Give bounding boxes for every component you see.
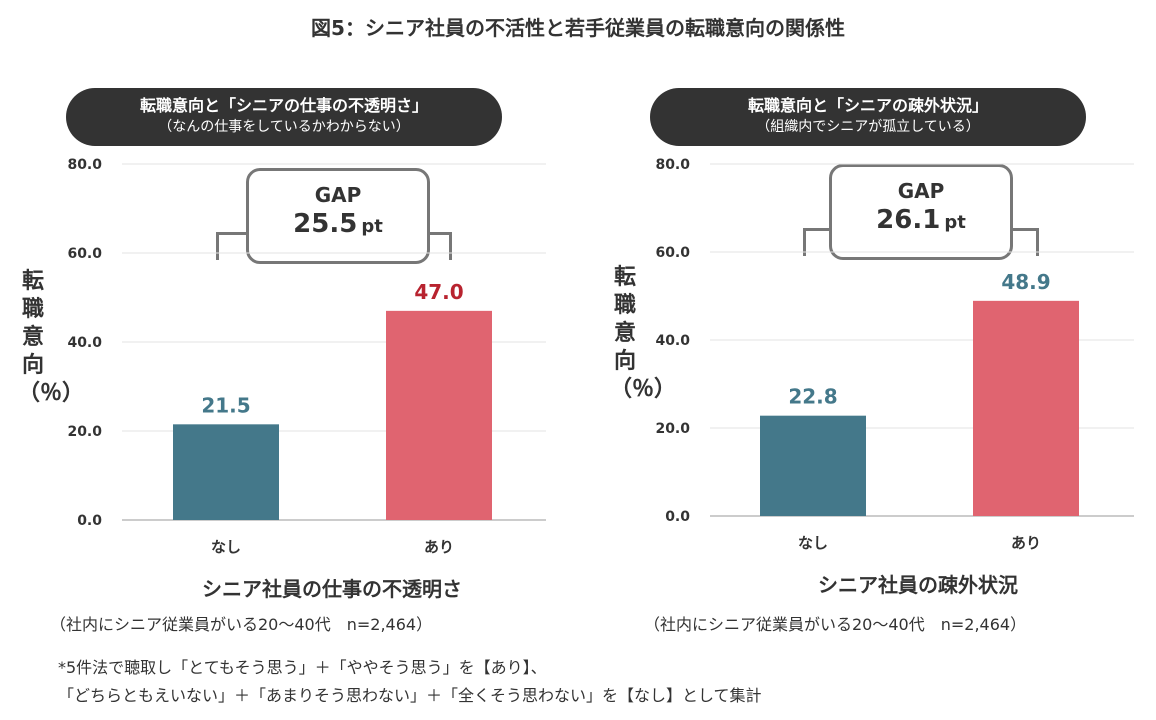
chart-1-ytick-label: 60.0 <box>67 246 102 262</box>
chart-1-gap-unit: pt <box>361 216 383 237</box>
chart-1-category-label: なし <box>211 538 241 556</box>
footnote-line-1: *5件法で聴取し「とてもそう思う」＋「ややそう思う」を【あり】、 <box>58 658 547 677</box>
chart-1-gap-box: GAP 25.5 pt <box>246 168 430 264</box>
chart-1-note: （社内にシニア従業員がいる20〜40代 n=2,464） <box>50 615 433 634</box>
chart-1-ytick-label: 80.0 <box>67 157 102 173</box>
chart-2-ytick-label: 60.0 <box>655 245 690 261</box>
chart-2-ytick-label: 0.0 <box>665 509 690 525</box>
chart-1-bar <box>173 424 279 520</box>
chart-2-gap-label: GAP <box>897 179 945 203</box>
chart-2-ytick-label: 40.0 <box>655 333 690 349</box>
figure-title: 図5：シニア社員の不活性と若手従業員の転職意向の関係性 <box>311 16 845 40</box>
chart-1-gap-value-line: 25.5 pt <box>249 209 427 239</box>
chart-2-note: （社内にシニア従業員がいる20〜40代 n=2,464） <box>644 615 1027 634</box>
chart-1-header: 転職意向と「シニアの仕事の不透明さ」 （なんの仕事をしているかわからない） <box>66 88 502 146</box>
chart-1-header-main: 転職意向と「シニアの仕事の不透明さ」 <box>139 96 428 115</box>
chart-1-ytick-label: 40.0 <box>67 335 102 351</box>
chart-2-header: 転職意向と「シニアの疎外状況」 （組織内でシニアが孤立している） <box>650 88 1086 146</box>
chart-2-bar <box>973 300 1079 516</box>
chart-1-bar <box>386 310 492 520</box>
chart-2-gap-unit: pt <box>944 212 966 233</box>
chart-1-value-label: 47.0 <box>414 280 463 304</box>
chart-2-value-label: 22.8 <box>788 385 837 409</box>
chart-1-header-sub: （なんの仕事をしているかわからない） <box>158 119 410 135</box>
chart-2-ytick-label: 80.0 <box>655 157 690 173</box>
chart-2-value-label: 48.9 <box>1001 270 1050 294</box>
chart-1-gap-value: 25.5 <box>293 209 358 239</box>
chart-2-gap-box: GAP 26.1 pt <box>829 164 1013 260</box>
chart-1-gap-label: GAP <box>314 183 362 207</box>
chart-1-xtitle: シニア社員の仕事の不透明さ <box>202 577 462 601</box>
footnote-line-2: 「どちらともえいない」＋「あまりそう思わない」＋「全くそう思わない」を【なし】と… <box>58 686 762 705</box>
chart-2-header-sub: （組織内でシニアが孤立している） <box>756 119 980 135</box>
chart-2-gap-value-line: 26.1 pt <box>832 205 1010 235</box>
chart-2-header-main: 転職意向と「シニアの疎外状況」 <box>747 96 988 115</box>
chart-2-gap-value: 26.1 <box>876 205 941 235</box>
chart-2-xtitle: シニア社員の疎外状況 <box>818 573 1018 597</box>
chart-1-ytick-label: 20.0 <box>67 424 102 440</box>
chart-2-bar <box>760 415 866 516</box>
chart-1-ytick-label: 0.0 <box>77 513 102 529</box>
chart-2-ytick-label: 20.0 <box>655 421 690 437</box>
chart-2-category-label: なし <box>798 534 828 552</box>
chart-1-category-label: あり <box>424 538 454 556</box>
chart-2-category-label: あり <box>1011 534 1041 552</box>
chart-1-value-label: 21.5 <box>201 393 250 417</box>
